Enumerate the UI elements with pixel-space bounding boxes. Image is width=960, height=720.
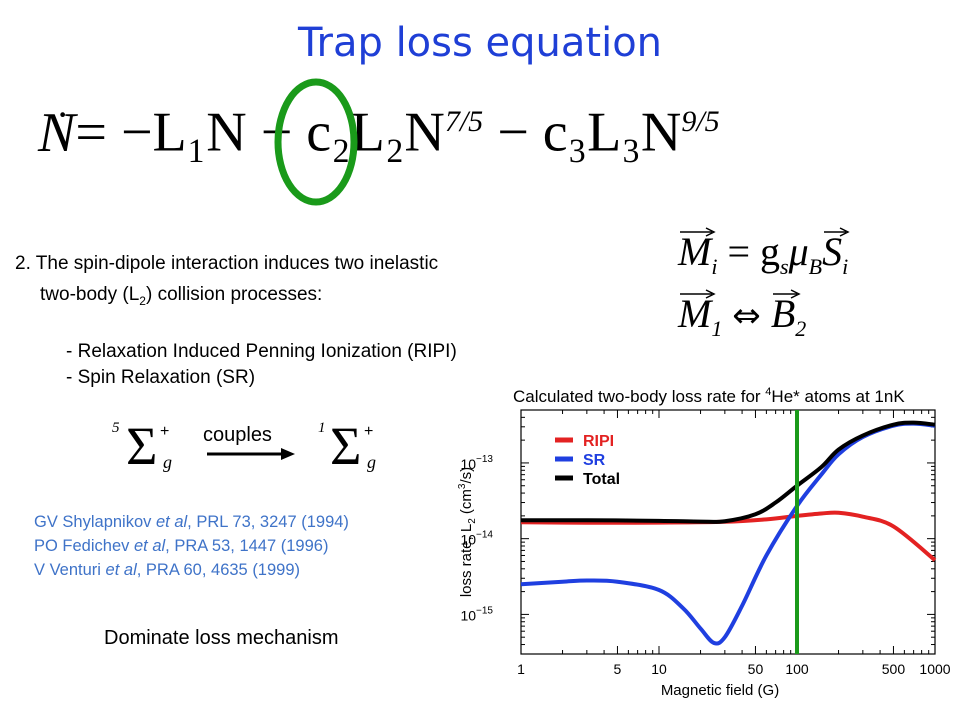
x-tick-label: 100 bbox=[785, 661, 809, 677]
plot-frame bbox=[520, 409, 936, 655]
x-tick-label: 1000 bbox=[919, 661, 950, 677]
couples-label: couples bbox=[203, 424, 272, 446]
eq-exp-7-5: 7/5 bbox=[444, 105, 484, 138]
x-axis-label: Magnetic field (G) bbox=[661, 682, 779, 699]
dominate-loss-label: Dominate loss mechanism bbox=[104, 627, 339, 649]
legend-label-ripi: RIPI bbox=[583, 433, 614, 450]
state-right-sup: 1 bbox=[318, 420, 326, 436]
eq-term3: − c₃L₃N bbox=[497, 101, 682, 164]
x-tick-label: 500 bbox=[882, 661, 906, 677]
x-tick-label: 1 bbox=[517, 661, 525, 677]
state-left-sigma: Σ bbox=[126, 416, 158, 476]
ndot-symbol: N bbox=[38, 101, 76, 164]
state-left-plus: + bbox=[160, 423, 170, 440]
x-tick-label: 10 bbox=[651, 661, 667, 677]
bullet-ripi: - Relaxation Induced Penning Ionization … bbox=[66, 341, 457, 362]
text-line-2: two-body (L2) collision processes: bbox=[40, 284, 323, 308]
highlight-circle bbox=[274, 78, 358, 206]
y-tick-label: 10−14 bbox=[460, 530, 493, 548]
moment-coupling-equation: M 1 ⇔ B 2 bbox=[678, 289, 807, 341]
state-right-sigma: Σ bbox=[330, 416, 362, 476]
slide-title: Trap loss equation bbox=[297, 20, 663, 66]
x-tick-label: 50 bbox=[748, 661, 764, 677]
bullet-sr: - Spin Relaxation (SR) bbox=[66, 367, 256, 388]
legend-label-total: Total bbox=[583, 471, 620, 488]
state-left-sub: g bbox=[163, 452, 172, 472]
eq-exp-9-5: 9/5 bbox=[681, 105, 720, 138]
moment-equation: M i = gsμB S i bbox=[678, 227, 850, 279]
x-tick-label: 5 bbox=[614, 661, 622, 677]
chart-title: Calculated two-body loss rate for 4He* a… bbox=[513, 386, 905, 406]
couples-arrow-icon bbox=[207, 448, 295, 460]
state-left-sup: 5 bbox=[112, 420, 120, 436]
trap-loss-equation: N · = −L₁N − c₂L₂N7/5 − c₃L₃N9/5 bbox=[38, 91, 720, 164]
series-line-total bbox=[520, 420, 936, 524]
reference-1: GV Shylapnikov et al, PRL 73, 3247 (1994… bbox=[34, 513, 349, 531]
y-tick-label: 10−13 bbox=[460, 454, 493, 472]
state-right-sub: g bbox=[367, 452, 376, 472]
text-line-1: 2. The spin-dipole interaction induces t… bbox=[15, 253, 439, 274]
reference-2: PO Fedichev et al, PRA 53, 1447 (1996) bbox=[34, 537, 329, 555]
eq-term1: = −L₁N bbox=[75, 101, 247, 164]
reference-3: V Venturi et al, PRA 60, 4635 (1999) bbox=[34, 561, 301, 579]
y-tick-label: 10−15 bbox=[460, 605, 493, 623]
loss-rate-chart: Calculated two-body loss rate for 4He* a… bbox=[457, 386, 951, 699]
state-right-plus: + bbox=[364, 423, 374, 440]
legend-label-sr: SR bbox=[583, 452, 606, 469]
y-axis-label: loss rate, L2 (cm3/s) bbox=[457, 467, 478, 597]
